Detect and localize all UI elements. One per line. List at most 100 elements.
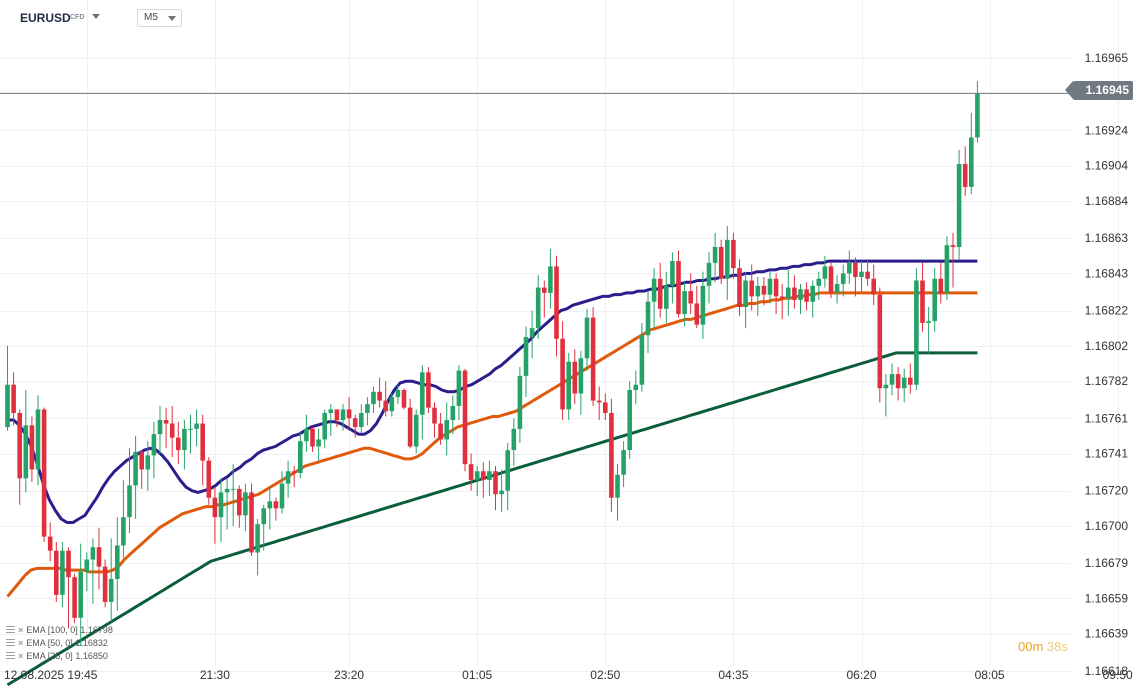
candle-body — [688, 291, 693, 304]
candle-body — [962, 163, 968, 187]
settings-icon[interactable] — [6, 652, 15, 660]
candle — [779, 284, 785, 320]
candle-body — [432, 407, 437, 424]
candle — [804, 282, 809, 311]
candle-body — [956, 163, 962, 247]
candle-body — [108, 578, 114, 602]
candle-body — [767, 278, 773, 295]
candle-body — [657, 278, 663, 309]
close-icon[interactable]: × — [18, 651, 24, 661]
timeframe-label: M5 — [144, 12, 158, 23]
candle-body — [908, 377, 913, 385]
candle — [609, 398, 614, 512]
close-icon[interactable]: × — [18, 638, 24, 648]
candle — [975, 80, 980, 143]
candle — [365, 397, 370, 426]
legend-item-ema50[interactable]: × EMA [50, 0] 1.16832 — [6, 637, 113, 650]
candle-body — [810, 285, 815, 302]
candle-body — [596, 400, 602, 403]
candle-body — [847, 262, 852, 274]
candle — [474, 465, 480, 496]
time-tick-label: 23:20 — [334, 668, 364, 682]
candle — [908, 363, 913, 394]
time-tick-label: 08:05 — [975, 668, 1005, 682]
candle-body — [334, 409, 340, 421]
candle-body — [285, 471, 291, 484]
candle-body — [590, 317, 596, 401]
candle-body — [578, 358, 584, 394]
candle-body — [395, 390, 401, 398]
candle-body — [298, 441, 303, 474]
candle-body — [54, 550, 59, 595]
candle-body — [670, 261, 675, 286]
legend-value: 1.16798 — [80, 625, 113, 635]
settings-icon[interactable] — [6, 626, 15, 634]
symbol-name[interactable]: EURUSD — [20, 11, 71, 25]
price-tick-label: 1.16863 — [1085, 231, 1129, 245]
chart-grid — [0, 0, 1119, 672]
candle-body — [914, 280, 919, 385]
candle-body — [377, 391, 382, 401]
candle-body — [975, 93, 980, 138]
timeframe-select[interactable]: M5 — [137, 9, 182, 27]
candle — [950, 232, 956, 288]
time-axis[interactable]: 12.08.2025 19:45 21:30 23:20 01:05 02:50 04:3… — [4, 668, 1133, 682]
candle-body — [877, 294, 883, 389]
candle — [596, 386, 602, 421]
candle-body — [499, 490, 504, 495]
candle — [84, 552, 90, 592]
candle — [572, 349, 578, 405]
candle-body — [279, 483, 285, 509]
candle-body — [859, 271, 864, 277]
candle-body — [182, 428, 187, 451]
price-tick-label: 1.16618 — [1085, 664, 1129, 678]
candle — [664, 271, 669, 323]
candle — [151, 421, 157, 479]
legend-item-ema25[interactable]: × EMA [25, 0] 1.16850 — [6, 650, 113, 663]
candle-body — [920, 280, 925, 323]
candle-body — [102, 566, 108, 602]
candle-body — [401, 390, 407, 408]
candle — [938, 262, 944, 304]
candle — [267, 487, 273, 530]
price-tick-label: 1.16639 — [1085, 627, 1129, 641]
candle-body — [188, 428, 193, 430]
candle — [706, 252, 712, 304]
candle — [883, 374, 889, 417]
candle-body — [413, 414, 419, 447]
candle — [962, 146, 968, 196]
candle — [560, 321, 565, 421]
candle-body — [853, 262, 858, 277]
candle — [688, 273, 693, 315]
candle-body — [322, 412, 327, 440]
candle-body — [194, 423, 199, 429]
candle-body — [676, 261, 681, 315]
candle — [346, 397, 352, 429]
candle-body — [969, 137, 974, 187]
legend-item-ema100[interactable]: × EMA [100, 0] 1.16798 — [6, 624, 113, 637]
settings-icon[interactable] — [6, 639, 15, 647]
candle-body — [5, 384, 10, 428]
candle — [682, 282, 687, 327]
candle — [340, 404, 346, 431]
candle — [639, 322, 645, 392]
candle — [792, 275, 797, 309]
chevron-down-icon[interactable] — [92, 14, 100, 19]
candle-body — [645, 301, 651, 336]
candle-body — [603, 402, 608, 413]
candle — [78, 543, 83, 647]
candle-body — [47, 536, 53, 551]
price-axis[interactable]: 1.16965 1.16924 1.16904 1.16884 1.16863 1.168… — [1085, 51, 1129, 678]
candle — [670, 252, 675, 304]
candle — [310, 427, 315, 452]
candle-body — [627, 390, 632, 451]
candle-body — [694, 303, 700, 325]
close-icon[interactable]: × — [18, 625, 24, 635]
price-tick-label: 1.16679 — [1085, 556, 1129, 570]
candle-body — [328, 409, 334, 413]
candle-body — [78, 571, 83, 618]
candle-body — [834, 284, 840, 293]
candle — [218, 478, 224, 542]
candle-body — [554, 266, 559, 339]
